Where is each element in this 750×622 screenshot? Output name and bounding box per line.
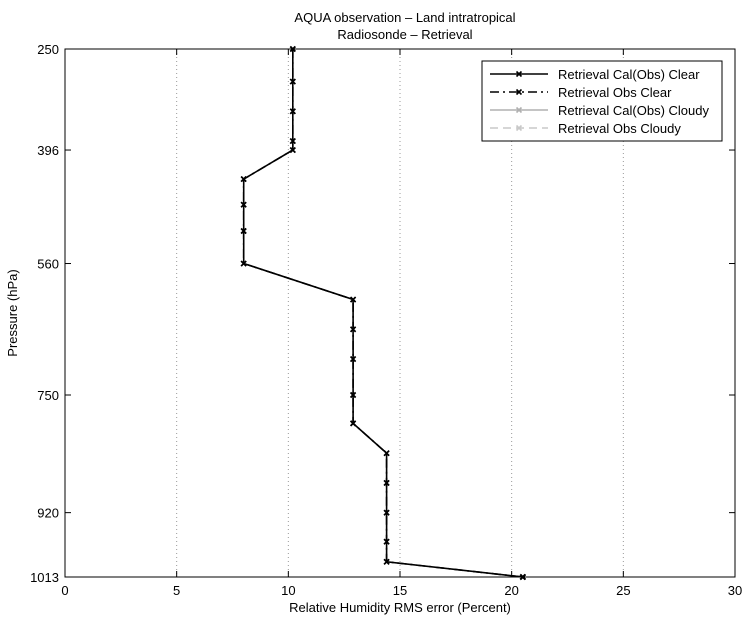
legend-label-3: Retrieval Cal(Obs) Cloudy: [558, 103, 709, 118]
series-line-2: [242, 49, 523, 578]
legend: Retrieval Cal(Obs) Clear Retrieval Obs Cl…: [481, 60, 723, 142]
series-layer: [240, 45, 526, 581]
chart-subtitle: Radiosonde – Retrieval: [337, 27, 472, 42]
series-2-point: [350, 296, 357, 303]
legend-marker-1: [515, 70, 523, 78]
series-2-point: [289, 78, 296, 85]
series-2-point: [240, 227, 247, 235]
marker-stroke: [240, 176, 247, 183]
series-2-point: [350, 420, 357, 427]
x-tick-label: 5: [173, 583, 180, 598]
x-tick-label: 30: [728, 583, 742, 598]
marker-stroke: [240, 227, 247, 235]
x-axis-label: Relative Humidity RMS error (Percent): [289, 600, 511, 615]
marker-stroke: [240, 201, 247, 208]
marker-stroke: [350, 391, 357, 399]
marker-stroke: [350, 296, 357, 303]
chart-title: AQUA observation – Land intratropical: [294, 10, 515, 25]
marker-stroke: [515, 70, 523, 78]
series-2-point: [289, 137, 296, 145]
series-2-point: [289, 146, 296, 154]
marker-stroke: [515, 106, 523, 114]
series-2-point: [383, 479, 390, 486]
y-tick-label: 1013: [30, 570, 59, 585]
legend-label-4: Retrieval Obs Cloudy: [558, 121, 681, 136]
series-2-point: [383, 509, 390, 516]
series-2-point: [289, 108, 296, 115]
y-tick-label: 560: [37, 257, 59, 272]
series-2-point: [383, 558, 390, 565]
series-2-point: [350, 326, 357, 333]
marker-stroke: [240, 260, 247, 267]
axis-ticks: 0 5 10 15 20 25 30 250 396 560 750 920 1013: [30, 42, 742, 598]
y-tick-label: 396: [37, 143, 59, 158]
x-tick-label: 25: [616, 583, 630, 598]
x-tick-label: 15: [393, 583, 407, 598]
marker-stroke: [289, 78, 296, 85]
series-line-1: [242, 49, 523, 578]
marker-stroke: [383, 479, 390, 486]
x-tick-label: 10: [281, 583, 295, 598]
x-tick-label: 0: [61, 583, 68, 598]
marker-stroke: [350, 326, 357, 333]
marker-stroke: [515, 124, 523, 132]
marker-stroke: [515, 88, 523, 96]
legend-marker-4: [515, 124, 523, 132]
y-tick-label: 250: [37, 42, 59, 57]
marker-stroke: [383, 509, 390, 516]
y-tick-label: 920: [37, 506, 59, 521]
series-2-point: [350, 355, 357, 363]
legend-label-2: Retrieval Obs Clear: [558, 85, 672, 100]
marker-stroke: [289, 137, 296, 145]
legend-label-1: Retrieval Cal(Obs) Clear: [558, 67, 700, 82]
marker-stroke: [289, 146, 296, 154]
y-tick-label: 750: [37, 388, 59, 403]
series-2-point: [240, 260, 247, 267]
marker-stroke: [383, 558, 390, 565]
marker-stroke: [350, 420, 357, 427]
series-2-point: [383, 538, 390, 545]
marker-stroke: [289, 108, 296, 115]
series-2-point: [350, 391, 357, 399]
series-2-point: [383, 450, 390, 457]
marker-stroke: [383, 538, 390, 545]
x-tick-label: 20: [504, 583, 518, 598]
y-axis-label: Pressure (hPa): [5, 269, 20, 356]
series-2-point: [240, 176, 247, 183]
series-2-point: [240, 201, 247, 208]
marker-stroke: [383, 450, 390, 457]
legend-marker-2: [515, 88, 523, 96]
marker-stroke: [350, 355, 357, 363]
legend-marker-3: [515, 106, 523, 114]
